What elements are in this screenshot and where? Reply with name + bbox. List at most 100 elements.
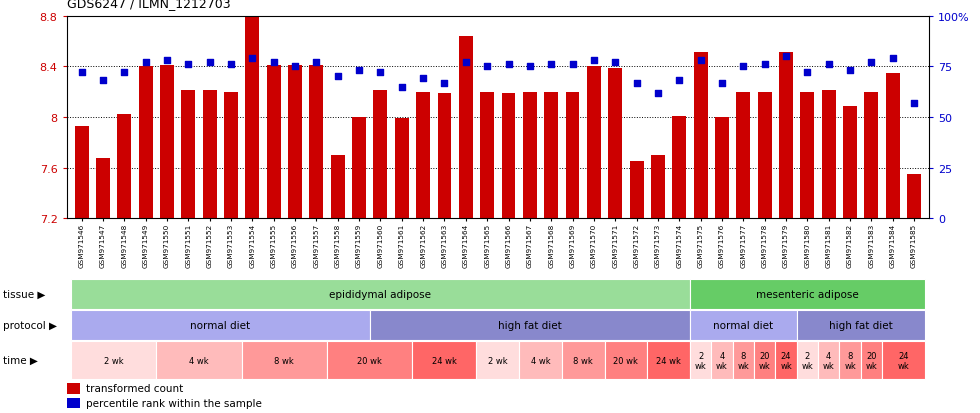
- Point: [906, 100, 922, 107]
- Bar: [67, 398, 79, 408]
- Point: [202, 60, 218, 66]
- Text: 20 wk: 20 wk: [358, 356, 382, 365]
- Point: [479, 64, 495, 70]
- Bar: [476, 342, 519, 379]
- Point: [800, 70, 815, 76]
- Point: [95, 78, 111, 85]
- Bar: [181, 91, 195, 219]
- Bar: [758, 93, 771, 219]
- Text: mesenteric adipose: mesenteric adipose: [756, 289, 858, 299]
- Text: high fat diet: high fat diet: [829, 320, 893, 330]
- Bar: [331, 156, 345, 219]
- Bar: [797, 311, 925, 340]
- Point: [245, 56, 261, 62]
- Bar: [562, 342, 605, 379]
- Text: tissue ▶: tissue ▶: [3, 289, 45, 299]
- Point: [74, 70, 89, 76]
- Bar: [395, 119, 409, 219]
- Text: 20 wk: 20 wk: [613, 356, 638, 365]
- Text: 24 wk: 24 wk: [432, 356, 457, 365]
- Bar: [519, 342, 562, 379]
- Bar: [775, 342, 797, 379]
- Bar: [797, 342, 818, 379]
- Point: [842, 68, 858, 74]
- Bar: [224, 93, 238, 219]
- Point: [180, 62, 196, 69]
- Bar: [587, 67, 601, 219]
- Bar: [71, 280, 690, 309]
- Point: [394, 84, 410, 91]
- Bar: [818, 342, 840, 379]
- Text: 20
wk: 20 wk: [865, 351, 877, 370]
- Bar: [502, 94, 515, 219]
- Point: [543, 62, 559, 69]
- Bar: [118, 115, 131, 219]
- Text: 4
wk: 4 wk: [823, 351, 835, 370]
- Text: GDS6247 / ILMN_1212703: GDS6247 / ILMN_1212703: [67, 0, 230, 10]
- Text: time ▶: time ▶: [3, 355, 38, 366]
- Point: [138, 60, 154, 66]
- Bar: [74, 126, 88, 219]
- Point: [629, 80, 645, 87]
- Bar: [886, 74, 900, 219]
- Bar: [694, 53, 708, 219]
- Point: [330, 74, 346, 81]
- Point: [863, 60, 879, 66]
- Bar: [352, 118, 366, 219]
- Bar: [71, 342, 156, 379]
- Point: [117, 70, 132, 76]
- Bar: [715, 118, 729, 219]
- Bar: [647, 342, 690, 379]
- Bar: [840, 342, 860, 379]
- Text: 20
wk: 20 wk: [759, 351, 770, 370]
- Point: [821, 62, 837, 69]
- Text: 8 wk: 8 wk: [573, 356, 593, 365]
- Bar: [605, 342, 647, 379]
- Bar: [416, 93, 430, 219]
- Point: [416, 76, 431, 83]
- Bar: [736, 93, 751, 219]
- Point: [223, 62, 239, 69]
- Bar: [71, 311, 369, 340]
- Bar: [288, 66, 302, 219]
- Text: 24
wk: 24 wk: [898, 351, 909, 370]
- Bar: [327, 342, 413, 379]
- Point: [351, 68, 367, 74]
- Text: 2 wk: 2 wk: [104, 356, 123, 365]
- Point: [501, 62, 516, 69]
- Text: 4 wk: 4 wk: [531, 356, 551, 365]
- Bar: [310, 66, 323, 219]
- Point: [885, 56, 901, 62]
- Bar: [651, 156, 664, 219]
- Text: 24 wk: 24 wk: [657, 356, 681, 365]
- Bar: [245, 18, 260, 219]
- Text: 4 wk: 4 wk: [189, 356, 209, 365]
- Point: [287, 64, 303, 70]
- Bar: [156, 342, 242, 379]
- Point: [458, 60, 473, 66]
- Point: [159, 58, 174, 64]
- Bar: [779, 53, 793, 219]
- Bar: [630, 162, 644, 219]
- Bar: [801, 93, 814, 219]
- Bar: [139, 67, 153, 219]
- Bar: [672, 116, 686, 219]
- Point: [522, 64, 538, 70]
- Text: 2
wk: 2 wk: [695, 351, 707, 370]
- Point: [564, 62, 580, 69]
- Point: [693, 58, 709, 64]
- Text: 4
wk: 4 wk: [716, 351, 728, 370]
- Bar: [882, 342, 925, 379]
- Point: [778, 54, 794, 60]
- Text: high fat diet: high fat diet: [498, 320, 562, 330]
- Bar: [907, 175, 921, 219]
- Bar: [565, 93, 579, 219]
- Bar: [373, 91, 387, 219]
- Text: 8
wk: 8 wk: [844, 351, 856, 370]
- Bar: [369, 311, 690, 340]
- Point: [586, 58, 602, 64]
- Point: [372, 70, 388, 76]
- Bar: [480, 93, 494, 219]
- Point: [266, 60, 281, 66]
- Text: 8
wk: 8 wk: [738, 351, 749, 370]
